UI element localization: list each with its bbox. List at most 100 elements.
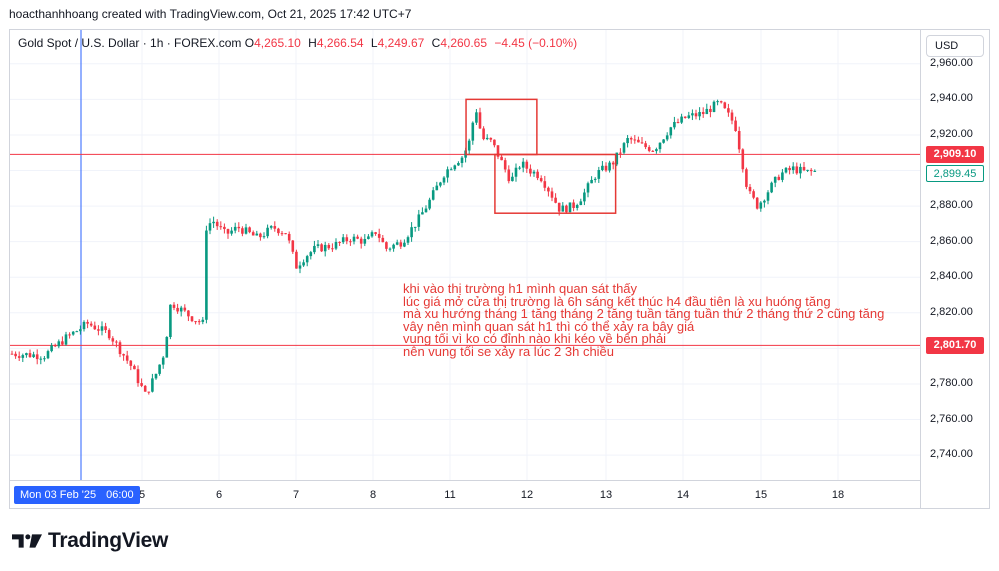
candle-body	[86, 321, 89, 324]
candle-body	[97, 329, 100, 331]
candle-body	[655, 149, 658, 152]
candle-body	[795, 166, 799, 174]
time-tick-label: 18	[831, 489, 845, 501]
candle-body	[683, 116, 687, 119]
candle-body	[449, 169, 453, 171]
candle-body	[709, 108, 712, 113]
candle-body	[147, 391, 151, 393]
candle-body	[244, 227, 248, 234]
candle-body	[287, 233, 291, 241]
candle-body	[35, 354, 39, 360]
candle-body	[647, 147, 651, 151]
candle-body	[255, 233, 259, 236]
candle-body	[208, 223, 212, 231]
candle-body	[593, 178, 597, 180]
candle-body	[392, 244, 395, 249]
candle-body	[89, 323, 93, 326]
annotation-text[interactable]: khi vào thị trường h1 mình quan sát thấy…	[403, 281, 885, 358]
candle-body	[385, 242, 388, 249]
candle-body	[352, 236, 356, 242]
candle-body	[305, 256, 309, 263]
price-tick-label: 2,920.00	[930, 127, 973, 140]
candle-body	[608, 162, 611, 171]
candle-body	[467, 140, 471, 151]
candle-body	[194, 321, 197, 323]
chart-plot-area[interactable]	[10, 30, 920, 480]
time-tick-label: 7	[292, 489, 300, 501]
candle-body	[266, 227, 269, 237]
candle-body	[435, 185, 439, 191]
candle-body	[550, 191, 554, 198]
candle-body	[215, 221, 219, 227]
time-axis[interactable]	[10, 480, 920, 508]
candle-body	[226, 229, 230, 234]
candle-body	[622, 143, 626, 153]
candle-body	[237, 226, 241, 229]
candle-body	[367, 236, 370, 240]
candle-body	[327, 244, 331, 249]
candle-body	[406, 237, 410, 243]
candle-body	[201, 319, 205, 322]
price-axis[interactable]	[920, 30, 989, 508]
candle-body	[586, 183, 590, 193]
price-tick-label: 2,960.00	[930, 56, 973, 69]
candle-body	[745, 169, 748, 187]
open-value: 4,265.10	[254, 36, 301, 50]
candle-body	[748, 186, 752, 192]
candle-body	[100, 326, 104, 331]
candle-body	[431, 190, 435, 200]
candle-body	[579, 201, 583, 206]
annotation-line: mà xu hướng tháng 1 tăng tháng 2 tăng tu…	[403, 306, 885, 321]
candle-body	[572, 202, 575, 208]
candle-body	[381, 237, 385, 243]
candle-body	[316, 244, 320, 246]
candle-body	[543, 181, 547, 188]
candle-body	[71, 331, 75, 335]
candle-body	[241, 228, 244, 234]
candle-body	[32, 354, 35, 358]
candle-body	[687, 115, 691, 119]
candle-body	[39, 358, 43, 360]
candle-body	[172, 304, 176, 308]
candle-body	[140, 383, 143, 386]
tradingview-brand[interactable]: TradingView	[12, 529, 168, 553]
candle-body	[766, 192, 770, 201]
candle-body	[136, 369, 140, 384]
candle-body	[43, 358, 46, 360]
candle-body	[25, 353, 28, 356]
currency-button[interactable]: USD	[926, 35, 984, 57]
candle-body	[395, 242, 399, 245]
candle-body	[230, 230, 233, 234]
price-tick-label: 2,880.00	[930, 199, 973, 212]
candle-body	[57, 341, 61, 347]
candle-body	[640, 142, 644, 144]
candle-body	[259, 233, 262, 238]
chart-frame	[9, 29, 990, 509]
candle-body	[763, 200, 766, 203]
candle-body	[341, 237, 345, 243]
candle-body	[82, 321, 86, 330]
candle-body	[28, 353, 32, 358]
candle-body	[248, 227, 251, 233]
crosshair-time-label: Mon 03 Feb '25 06:00	[14, 486, 140, 504]
candle-body	[619, 152, 622, 154]
candle-body	[568, 202, 572, 213]
candle-body	[14, 353, 17, 357]
candle-body	[75, 331, 79, 333]
annotation-line: khi vào thị trường h1 mình quan sát thấy	[403, 281, 638, 296]
candle-body	[161, 357, 165, 365]
price-tick-label: 2,820.00	[930, 305, 973, 318]
candle-body	[665, 135, 669, 140]
candle-body	[298, 265, 302, 269]
candle-body	[363, 239, 367, 244]
crosshair-date: Mon 03 Feb '25	[20, 489, 97, 501]
candle-body	[802, 166, 806, 171]
candle-body	[626, 138, 629, 144]
price-tick-label: 2,860.00	[930, 234, 973, 247]
candle-body	[320, 244, 323, 252]
candle-body	[68, 334, 71, 336]
candle-body	[125, 355, 129, 361]
candle-body	[575, 205, 579, 208]
candle-body	[752, 191, 755, 198]
candle-body	[723, 102, 727, 109]
